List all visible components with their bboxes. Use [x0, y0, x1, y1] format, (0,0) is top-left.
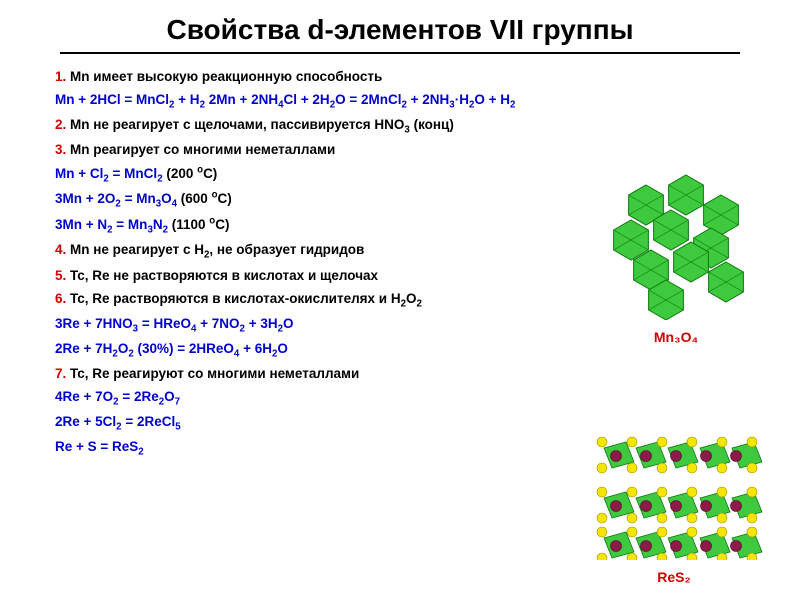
content-line: 1. Mn имеет высокую реакционную способно… [55, 66, 760, 89]
figure-res2: ReS₂ [584, 420, 764, 585]
content-line: 4Re + 7O2 = 2Re2O7 [55, 386, 760, 411]
content-line: Mn + 2HCl = MnCl2 + H2 2Mn + 2NH4Cl + 2H… [55, 89, 760, 114]
mn3o4-structure-icon [596, 170, 756, 320]
page-title: Свойства d-элементов VII группы [0, 0, 800, 52]
res2-structure-icon [584, 420, 764, 560]
figure-mn3o4-caption: Mn₃O₄ [596, 329, 756, 345]
content-line: 7. Tc, Re реагируют со многими неметалла… [55, 363, 760, 386]
content-line: 2. Mn не реагирует с щелочами, пассивиру… [55, 114, 760, 139]
content-line: 3. Mn реагирует со многими неметаллами [55, 139, 760, 162]
figure-mn3o4: Mn₃O₄ [596, 170, 756, 345]
title-underline [60, 52, 740, 54]
figure-res2-caption: ReS₂ [584, 569, 764, 585]
